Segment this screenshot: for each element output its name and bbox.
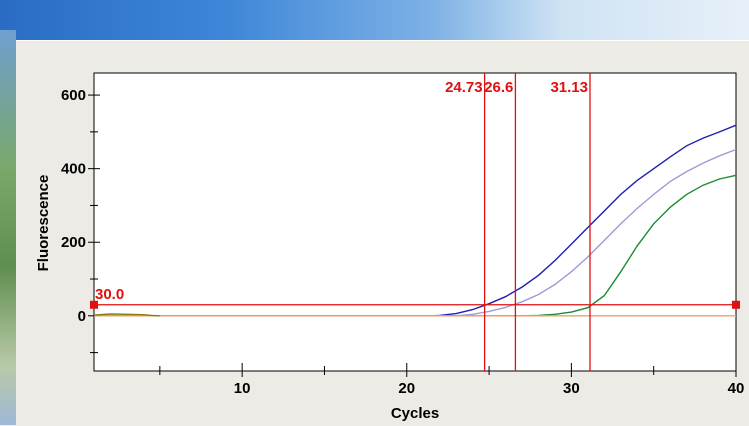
- threshold-label: 30.0: [95, 286, 124, 303]
- y-axis-title: Fluorescence: [35, 175, 52, 272]
- ct-markers: 24.73 26.6 31.13: [445, 73, 591, 371]
- x-tick-label: 10: [234, 380, 251, 397]
- ct-marker-label: 24.73: [445, 79, 483, 96]
- threshold-handle-right: [732, 300, 740, 309]
- series-line: [94, 124, 737, 317]
- ct-marker-label: 31.13: [550, 79, 588, 96]
- threshold-handle-left: [90, 300, 98, 309]
- desktop-background: [0, 0, 749, 44]
- series-lines: [93, 124, 737, 317]
- ct-marker-label: 26.6: [484, 79, 513, 96]
- x-axis-title: Cycles: [391, 405, 439, 422]
- plot-area: [93, 72, 737, 372]
- x-tick-label: 40: [728, 380, 745, 397]
- series-line: [93, 313, 160, 317]
- y-tick-label: 0: [78, 308, 86, 325]
- y-tick-label: 200: [61, 234, 86, 251]
- series-line: [94, 174, 737, 317]
- y-tick-label: 400: [61, 161, 86, 178]
- x-tick-label: 30: [563, 380, 580, 397]
- amplification-plot-panel: 10 20 30 40 0 200 400 600 24.73 26.6 31.13 30.0 C…: [16, 40, 749, 426]
- desktop-background-edge: [0, 30, 16, 425]
- y-tick-label: 600: [61, 87, 86, 104]
- series-line: [94, 148, 737, 317]
- threshold: 30.0: [90, 286, 740, 309]
- x-tick-label: 20: [398, 380, 415, 397]
